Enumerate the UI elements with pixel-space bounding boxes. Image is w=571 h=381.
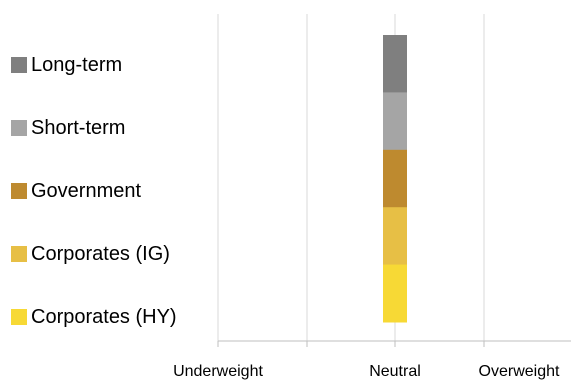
x-tick-labels: Underweight Neutral Overweight: [173, 363, 560, 380]
bar-segment: [383, 207, 407, 266]
gridlines: [217, 14, 485, 341]
bar-segment: [383, 35, 407, 93]
legend-label: Government: [31, 180, 142, 202]
legend-item: Corporates (IG): [11, 242, 170, 266]
legend-swatch: [11, 57, 27, 73]
legend-label: Long-term: [31, 54, 123, 76]
bars: [383, 35, 407, 323]
legend-item: Long-term: [11, 53, 122, 77]
bar-segment: [383, 92, 407, 151]
x-tick-label: Overweight: [479, 363, 560, 380]
bar-segment: [383, 264, 407, 323]
legend-item: Government: [11, 179, 141, 203]
x-tick-label: Underweight: [173, 363, 263, 380]
legend-label: Corporates (HY): [31, 306, 177, 328]
legend-label: Short-term: [31, 117, 126, 139]
legend-swatch: [11, 246, 27, 262]
legend-item: Short-term: [11, 116, 125, 140]
legend-swatch: [11, 120, 27, 136]
legend-label: Corporates (IG): [31, 243, 170, 265]
x-tick-label: Neutral: [369, 363, 421, 380]
x-ticks: [217, 341, 485, 347]
legend-item: Corporates (HY): [11, 305, 177, 329]
bar-segment: [383, 149, 407, 208]
legend-swatch: [11, 183, 27, 199]
legend-swatch: [11, 309, 27, 325]
